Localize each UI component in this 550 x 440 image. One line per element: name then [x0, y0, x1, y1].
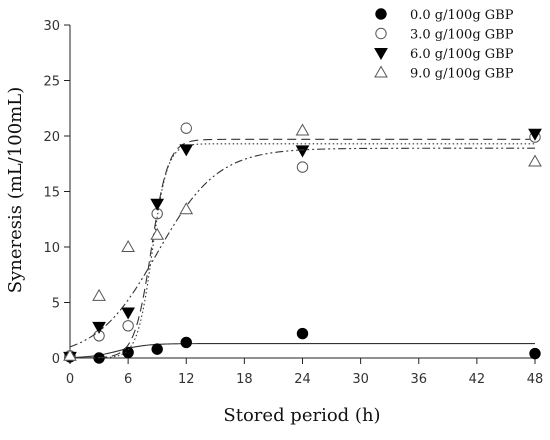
legend-marker — [374, 48, 388, 61]
y-tick-label: 15 — [43, 186, 60, 201]
legend-label: 0.0 g/100g GBP — [410, 8, 514, 23]
plot-area — [63, 122, 542, 364]
data-point — [92, 321, 106, 334]
data-point — [529, 347, 541, 360]
legend-item: 6.0 g/100g GBP — [374, 47, 514, 62]
legend-marker — [375, 27, 387, 40]
fit-curve — [70, 143, 535, 359]
legend-label: 3.0 g/100g GBP — [410, 28, 514, 43]
data-point — [528, 128, 542, 141]
data-point — [121, 307, 135, 320]
x-axis-title: Stored period (h) — [223, 405, 380, 426]
data-point — [528, 154, 542, 167]
data-point — [180, 122, 192, 134]
y-tick-label: 5 — [52, 297, 60, 312]
fit-curve — [69, 147, 535, 348]
x-tick-label: 18 — [236, 372, 253, 387]
y-axis-title: Syneresis (mL/100mL) — [5, 87, 26, 293]
x-tick-label: 48 — [527, 372, 544, 387]
data-point — [121, 239, 135, 252]
legend-item: 3.0 g/100g GBP — [375, 27, 514, 43]
data-point — [150, 227, 165, 240]
data-point — [92, 288, 106, 301]
x-tick-label: 0 — [66, 372, 74, 387]
legend-item: 9.0 g/100g GBP — [374, 65, 514, 82]
y-tick-label: 25 — [43, 75, 60, 90]
data-point — [180, 336, 192, 349]
x-tick-label: 24 — [294, 372, 311, 387]
axes: 0 6 12 18 24 30 36 42 48 0 5 10 15 20 25 30 — [43, 19, 543, 387]
legend-label: 9.0 g/100g GBP — [410, 67, 514, 82]
data-point — [296, 161, 309, 173]
legend-marker — [375, 8, 387, 20]
data-point — [179, 202, 194, 215]
data-point — [122, 346, 134, 359]
x-tick-label: 30 — [352, 372, 369, 387]
data-point — [151, 343, 163, 355]
data-point — [295, 145, 310, 158]
data-point — [179, 144, 194, 157]
legend-label: 6.0 g/100g GBP — [410, 47, 514, 62]
legend-marker — [374, 65, 388, 78]
legend-item: 0.0 g/100g GBP — [375, 8, 514, 23]
fit-curve — [69, 138, 535, 359]
y-tick-label: 0 — [52, 352, 60, 367]
series-3 — [63, 123, 542, 361]
data-point — [122, 320, 134, 332]
y-tick-label: 10 — [43, 241, 60, 256]
x-tick-label: 42 — [469, 372, 486, 387]
data-point — [296, 327, 309, 340]
data-point — [63, 348, 77, 361]
x-tick-label: 6 — [124, 372, 132, 387]
x-tick-label: 12 — [178, 372, 195, 387]
series-1 — [64, 122, 541, 362]
legend: 0.0 g/100g GBP 3.0 g/100g GBP 6.0 g/100g G… — [374, 8, 514, 82]
data-point — [150, 198, 165, 211]
series-2 — [63, 128, 542, 364]
fit-curve — [69, 343, 535, 359]
x-tick-label: 36 — [410, 372, 427, 387]
data-point — [295, 123, 310, 136]
y-tick-label: 30 — [43, 19, 60, 34]
y-tick-label: 20 — [43, 130, 60, 145]
